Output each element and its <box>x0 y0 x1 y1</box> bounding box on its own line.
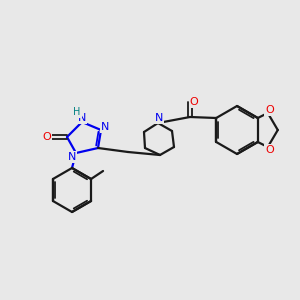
Text: O: O <box>266 145 274 155</box>
Text: O: O <box>43 132 51 142</box>
Text: O: O <box>266 105 274 115</box>
Text: N: N <box>78 113 86 123</box>
Text: H: H <box>73 107 81 117</box>
Text: O: O <box>190 97 198 107</box>
Text: N: N <box>101 122 109 132</box>
Text: N: N <box>155 113 163 123</box>
Text: N: N <box>68 152 76 162</box>
